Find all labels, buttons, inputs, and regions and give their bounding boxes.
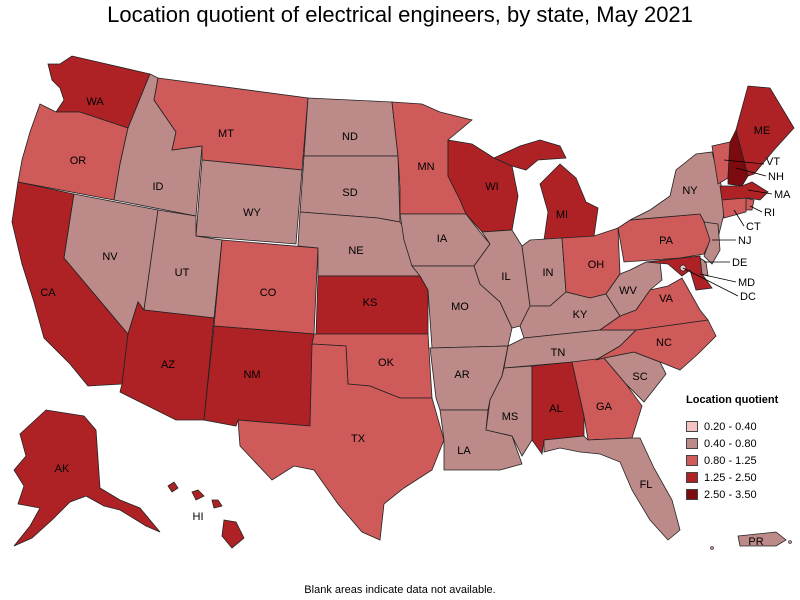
label-oh: OH	[588, 259, 605, 271]
label-il: IL	[501, 271, 510, 283]
label-sd: SD	[342, 187, 357, 199]
legend-label: 0.80 - 1.25	[704, 454, 757, 467]
legend-label: 0.40 - 0.80	[704, 437, 757, 450]
label-pa: PA	[659, 235, 674, 247]
label-nj: NJ	[738, 235, 751, 247]
state-il[interactable]	[473, 229, 531, 329]
label-dc: DC	[740, 291, 756, 303]
label-ok: OK	[378, 357, 395, 369]
label-sc: SC	[632, 371, 647, 383]
legend-swatch	[686, 472, 698, 483]
label-vt: VT	[766, 156, 780, 168]
label-al: AL	[549, 403, 562, 415]
label-ut: UT	[175, 267, 190, 279]
label-id: ID	[153, 181, 164, 193]
state-me[interactable]	[735, 85, 795, 177]
label-tx: TX	[351, 433, 366, 445]
label-wy: WY	[243, 207, 261, 219]
label-nh: NH	[768, 171, 784, 183]
label-ny: NY	[682, 185, 698, 197]
label-mo: MO	[451, 301, 469, 313]
label-pr: PR	[748, 536, 763, 548]
label-ri: RI	[764, 207, 775, 219]
label-mi: MI	[556, 209, 568, 221]
state-ak[interactable]	[13, 409, 161, 547]
state-ks[interactable]	[315, 275, 429, 335]
legend-label: 0.20 - 0.40	[704, 420, 757, 433]
label-ak: AK	[55, 463, 70, 475]
legend-swatch	[686, 421, 698, 432]
legend-label: 2.50 - 3.50	[704, 488, 757, 501]
legend-title: Location quotient	[686, 394, 779, 406]
label-nv: NV	[102, 251, 118, 263]
label-la: LA	[457, 445, 471, 457]
label-nd: ND	[342, 131, 358, 143]
label-co: CO	[260, 287, 277, 299]
state-mi[interactable]	[493, 139, 599, 241]
label-ca: CA	[40, 287, 56, 299]
label-tn: TN	[551, 347, 566, 359]
state-md[interactable]	[645, 255, 713, 291]
label-mt: MT	[218, 128, 234, 140]
label-ks: KS	[363, 297, 378, 309]
label-fl: FL	[640, 479, 653, 491]
label-ia: IA	[437, 233, 448, 245]
state-ri[interactable]	[745, 197, 755, 211]
state-fl[interactable]	[543, 435, 681, 541]
legend-swatch	[686, 455, 698, 466]
legend-item: 2.50 - 3.50	[686, 486, 796, 503]
label-az: AZ	[161, 359, 175, 371]
legend-swatch	[686, 438, 698, 449]
label-ar: AR	[454, 369, 469, 381]
label-in: IN	[543, 267, 554, 279]
label-va: VA	[659, 293, 674, 305]
label-ga: GA	[596, 401, 613, 413]
legend-swatch	[686, 489, 698, 500]
label-md: MD	[738, 277, 755, 289]
label-ne: NE	[348, 245, 363, 257]
map-title: Location quotient of electrical engineer…	[107, 2, 693, 27]
label-wa: WA	[86, 96, 104, 108]
state-wy[interactable]	[195, 159, 303, 245]
state-nd[interactable]	[303, 97, 399, 157]
legend-item: 0.80 - 1.25	[686, 452, 796, 469]
state-tx[interactable]	[237, 343, 445, 541]
label-mn: MN	[417, 161, 434, 173]
label-de: DE	[732, 257, 747, 269]
legend-item: 0.40 - 0.80	[686, 435, 796, 452]
label-me: ME	[754, 125, 771, 137]
label-or: OR	[70, 155, 87, 167]
legend-item: 0.20 - 0.40	[686, 418, 796, 435]
state-pr[interactable]	[737, 531, 787, 547]
legend: Location quotient 0.20 - 0.40 0.40 - 0.8…	[686, 394, 796, 503]
label-hi: HI	[193, 511, 204, 523]
state-hi[interactable]	[167, 481, 245, 549]
state-ma[interactable]	[719, 181, 769, 201]
label-wi: WI	[485, 181, 498, 193]
label-ma: MA	[774, 189, 791, 201]
label-nm: NM	[243, 369, 260, 381]
state-nj[interactable]	[703, 221, 721, 265]
state-ct[interactable]	[721, 197, 747, 219]
state-wv[interactable]	[605, 261, 663, 317]
label-nc: NC	[656, 337, 672, 349]
state-az[interactable]	[119, 301, 215, 421]
label-ct: CT	[746, 221, 761, 233]
footnote: Blank areas indicate data not available.	[304, 584, 496, 596]
legend-label: 1.25 - 2.50	[704, 471, 757, 484]
legend-item: 1.25 - 2.50	[686, 469, 796, 486]
label-ms: MS	[502, 411, 519, 423]
label-wv: WV	[619, 285, 637, 297]
label-ky: KY	[573, 309, 588, 321]
